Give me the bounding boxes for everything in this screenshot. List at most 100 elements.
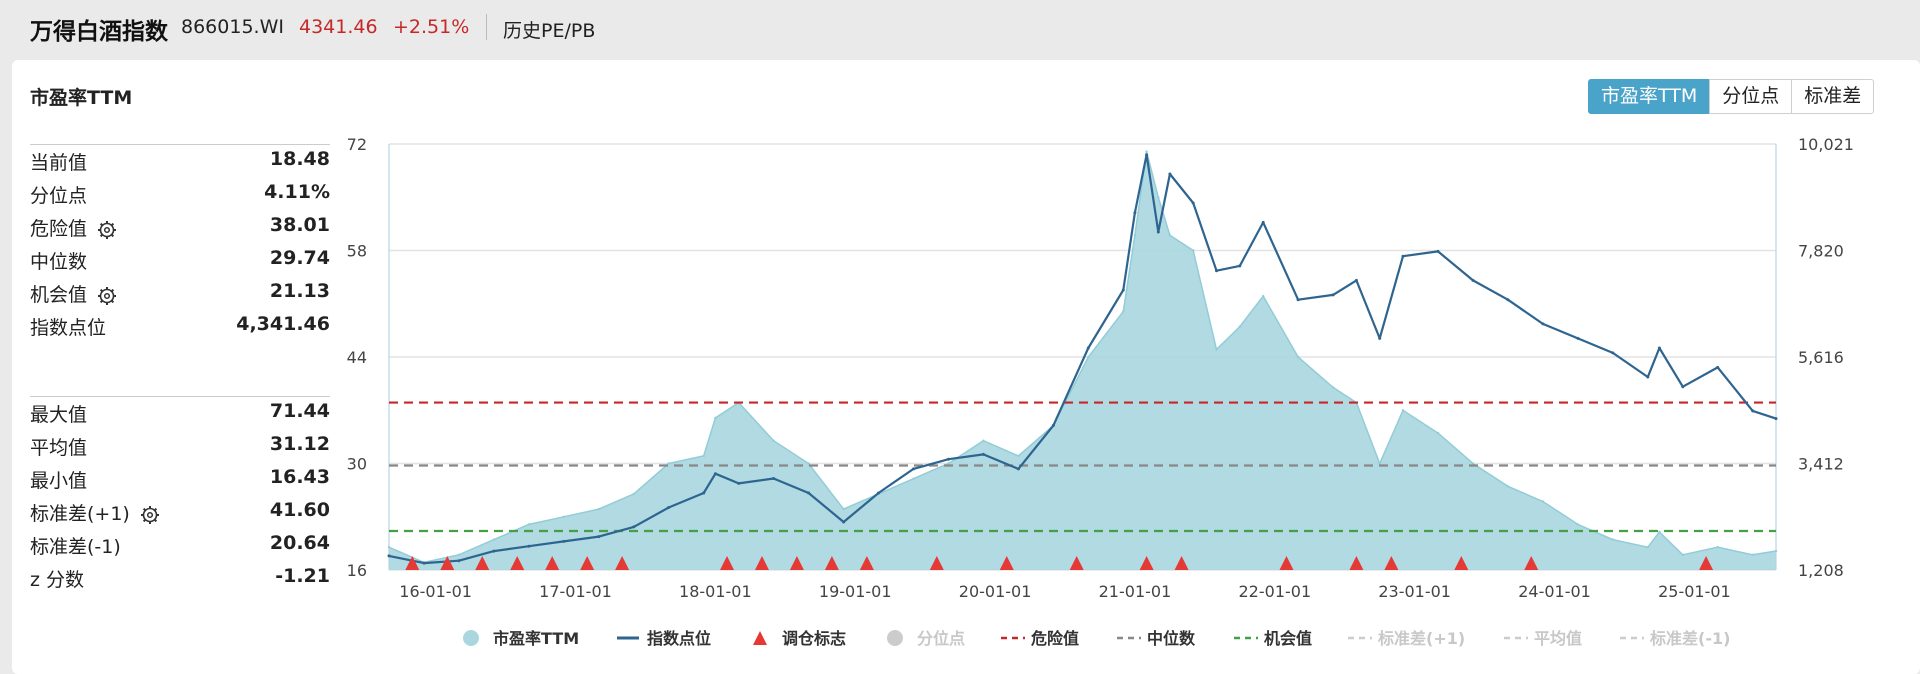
legend-label: 平均值: [1534, 629, 1582, 648]
settings-gear-icon[interactable]: [87, 284, 117, 306]
pe-point: [1168, 234, 1172, 237]
stat-label: 机会值: [30, 280, 117, 307]
rebalance-marker: [405, 556, 420, 570]
rebalance-markers: [405, 556, 1714, 570]
index-point: [457, 559, 461, 563]
pe-point: [667, 462, 670, 465]
stat-label: 指数点位: [30, 313, 106, 340]
index-change: +2.51%: [393, 16, 470, 38]
pe-point: [714, 416, 717, 420]
rebalance-marker: [1069, 556, 1084, 570]
y-left-tick: 16: [347, 561, 367, 580]
y-right-tick: 10,021: [1798, 135, 1854, 154]
stat-label-text: 平均值: [30, 437, 88, 459]
stat-row: 危险值 38.01: [30, 210, 330, 243]
index-point: [1646, 375, 1650, 379]
index-point: [1506, 298, 1510, 302]
divider: [30, 396, 330, 397]
x-tick: 20-01-01: [959, 582, 1032, 601]
metric-button-percentile[interactable]: 分位点: [1709, 79, 1793, 114]
legend-label: 标准差(+1): [1377, 629, 1465, 648]
pe-line: [388, 151, 1777, 564]
y-right-tick: 5,616: [1798, 348, 1844, 367]
y-left-tick: 44: [347, 348, 367, 367]
index-point: [1681, 385, 1685, 389]
rebalance-marker: [1139, 556, 1154, 570]
index-point: [947, 457, 950, 461]
pe-point: [1145, 150, 1148, 153]
legend-label: 指数点位: [647, 629, 711, 648]
rebalance-marker: [1524, 556, 1539, 570]
stat-value: 16.43: [269, 466, 330, 488]
stat-label: 标准差(+1): [30, 499, 160, 526]
pe-point: [772, 439, 775, 442]
pe-point: [597, 507, 600, 511]
history-pe-pb-link[interactable]: 历史PE/PB: [503, 20, 596, 42]
x-tick: 24-01-01: [1518, 582, 1591, 601]
index-point: [1401, 254, 1405, 258]
rebalance-marker: [615, 556, 630, 570]
pe-point: [1658, 530, 1661, 534]
index-line-series: [387, 153, 1778, 565]
rebalance-marker: [754, 556, 769, 570]
stat-row: 当前值 18.48: [30, 144, 330, 177]
pe-point: [1751, 553, 1754, 556]
index-point: [1145, 153, 1149, 157]
stat-row: z 分数 -1.21: [30, 561, 330, 594]
legend-label: 危险值: [1031, 629, 1079, 648]
stat-label-text: 分位点: [30, 185, 88, 207]
stat-row: 中位数 29.74: [30, 243, 330, 276]
pe-point: [1331, 386, 1335, 389]
legend-symbol: [753, 631, 767, 645]
index-point: [1751, 409, 1755, 413]
x-tick: 23-01-01: [1378, 582, 1451, 601]
index-point: [912, 467, 915, 471]
y-left-tick: 30: [347, 455, 367, 474]
stat-label: 当前值: [30, 148, 87, 175]
index-point: [1354, 278, 1358, 282]
stat-row: 标准差(+1) 41.60: [30, 495, 330, 528]
metric-button-pe[interactable]: 市盈率TTM: [1588, 79, 1711, 114]
rebalance-marker: [824, 556, 839, 570]
index-point: [597, 535, 601, 539]
page-header: 万得白酒指数 866015.WI 4341.46 +2.51% 历史PE/PB: [0, 0, 1920, 56]
x-tick: 22-01-01: [1239, 582, 1312, 601]
legend-symbol: [463, 630, 479, 646]
pe-point: [1401, 409, 1405, 412]
rebalance-marker: [999, 556, 1014, 570]
stat-value: 71.44: [269, 400, 330, 422]
pe-point: [842, 507, 845, 511]
stat-value: -1.21: [275, 565, 330, 587]
pe-point: [947, 462, 950, 465]
pe-point: [1192, 249, 1195, 252]
stat-label: 分位点: [30, 181, 87, 208]
pe-point: [1215, 348, 1218, 351]
stat-label: 平均值: [30, 433, 87, 460]
x-tick: 21-01-01: [1099, 582, 1172, 601]
stat-row: 最小值 16.43: [30, 462, 330, 495]
stat-label-text: 标准差(+1): [30, 503, 130, 525]
pe-point: [387, 546, 391, 549]
stat-row: 机会值 21.13: [30, 276, 330, 309]
y-right-tick: 1,208: [1798, 561, 1844, 580]
stat-label: 最大值: [30, 400, 87, 427]
rebalance-marker: [720, 556, 735, 570]
pe-point: [1774, 549, 1778, 553]
pe-point: [702, 454, 705, 458]
pe-point: [1133, 234, 1137, 237]
index-point: [1168, 172, 1172, 176]
stat-label-text: 指数点位: [30, 317, 107, 339]
index-point: [1331, 293, 1335, 297]
y-right-tick: 7,820: [1798, 242, 1844, 261]
stat-row: 分位点 4.11%: [30, 177, 330, 210]
settings-gear-icon[interactable]: [87, 218, 117, 240]
settings-gear-icon[interactable]: [130, 503, 160, 525]
stat-label-text: 最大值: [30, 404, 88, 426]
x-tick: 16-01-01: [399, 582, 472, 601]
index-point: [1296, 298, 1300, 302]
pe-point: [1087, 355, 1090, 359]
index-point: [877, 491, 880, 495]
stat-value: 38.01: [269, 214, 330, 236]
pe-point: [1157, 196, 1160, 199]
metric-button-stddev[interactable]: 标准差: [1791, 79, 1875, 114]
